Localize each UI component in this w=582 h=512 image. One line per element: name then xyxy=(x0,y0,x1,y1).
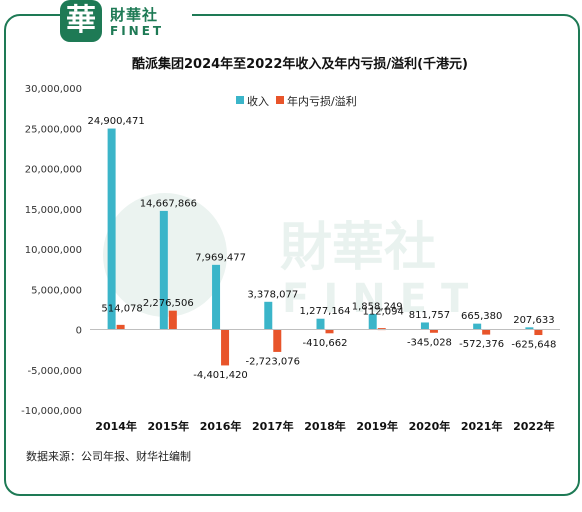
profit-loss-data-label: -572,376 xyxy=(459,339,504,350)
profit-loss-data-label: 2,276,506 xyxy=(143,298,194,309)
legend-swatch-profit-loss xyxy=(276,96,284,104)
y-tick-label: 5,000,000 xyxy=(31,285,82,296)
chart-title: 酷派集团2024年至2022年收入及年内亏损/溢利(千港元) xyxy=(132,56,468,72)
revenue-bar xyxy=(159,210,168,330)
legend-label-profit-loss: 年内亏损/溢利 xyxy=(287,94,357,108)
bars xyxy=(107,128,543,366)
x-tick-label: 2019年 xyxy=(356,419,398,433)
y-tick-label: 0 xyxy=(76,326,82,337)
profit-loss-bar xyxy=(482,329,491,335)
profit-loss-bar xyxy=(273,329,282,352)
profit-loss-bar xyxy=(534,329,543,336)
y-tick-label: 10,000,000 xyxy=(25,245,82,256)
x-tick-label: 2022年 xyxy=(513,419,555,433)
x-tick-label: 2015年 xyxy=(148,419,190,433)
revenue-data-label: 207,633 xyxy=(513,315,554,326)
source-note: 数据来源：公司年报、财华社编制 xyxy=(26,449,191,463)
profit-loss-data-label: -2,723,076 xyxy=(246,356,301,367)
profit-loss-bar xyxy=(116,324,125,330)
y-tick-label: 20,000,000 xyxy=(25,165,82,176)
y-axis: -10,000,000 -5,000,000 0 5,000,000 10,000,00… xyxy=(21,84,82,417)
revenue-data-label: 24,900,471 xyxy=(87,116,144,127)
revenue-bar xyxy=(264,301,273,331)
revenue-data-label: 665,380 xyxy=(461,311,502,322)
y-tick-label: 15,000,000 xyxy=(25,205,82,216)
brand-name-en: FINET xyxy=(110,24,165,38)
profit-loss-data-label: 514,078 xyxy=(101,303,142,314)
brand-seal: 華 xyxy=(60,0,102,42)
profit-loss-bar xyxy=(168,310,177,331)
legend: 收入 年内亏损/溢利 xyxy=(236,94,357,108)
revenue-bar xyxy=(473,323,482,330)
x-tick-label: 2021年 xyxy=(461,419,503,433)
revenue-data-label: 1,858,249 xyxy=(352,302,403,313)
y-tick-label: -10,000,000 xyxy=(21,406,82,417)
x-tick-label: 2014年 xyxy=(95,419,137,433)
y-tick-label: 30,000,000 xyxy=(25,84,82,95)
x-tick-label: 2017年 xyxy=(252,419,294,433)
revenue-bar xyxy=(107,128,116,330)
chart-frame xyxy=(4,14,580,496)
x-tick-label: 2018年 xyxy=(304,419,346,433)
legend-label-revenue: 收入 xyxy=(247,94,269,108)
x-tick-label: 2016年 xyxy=(200,419,242,433)
revenue-bar xyxy=(316,318,325,331)
revenue-data-label: 811,757 xyxy=(409,310,450,321)
profit-loss-data-label: -410,662 xyxy=(303,338,348,349)
y-tick-label: 25,000,000 xyxy=(25,124,82,135)
revenue-data-label: 3,378,077 xyxy=(247,289,298,300)
revenue-data-label: 7,969,477 xyxy=(195,252,246,263)
x-axis: 2014年 2015年 2016年 2017年 2018年 2019年 2020年 2021年… xyxy=(90,329,560,433)
revenue-bar xyxy=(212,264,221,330)
x-tick-label: 2020年 xyxy=(409,419,451,433)
y-tick-label: -5,000,000 xyxy=(27,366,82,377)
profit-loss-data-label: 112,094 xyxy=(363,307,404,318)
revenue-data-label: 1,277,164 xyxy=(300,306,351,317)
profit-loss-data-label: -4,401,420 xyxy=(193,370,248,381)
profit-loss-bar xyxy=(221,329,230,366)
data-labels: 24,900,471 514,078 14,667,866 2,276,506 7,96… xyxy=(87,116,556,381)
brand-name-cn: 財華社 xyxy=(110,6,159,24)
legend-swatch-revenue xyxy=(236,96,244,104)
revenue-data-label: 14,667,866 xyxy=(140,198,197,209)
profit-loss-data-label: -625,648 xyxy=(511,340,556,351)
profit-loss-data-label: -345,028 xyxy=(407,337,452,348)
watermark-cn: 財華社 xyxy=(280,218,436,278)
brand-logo: 華 財華社 FINET xyxy=(60,0,192,44)
revenue-bar xyxy=(420,322,429,331)
